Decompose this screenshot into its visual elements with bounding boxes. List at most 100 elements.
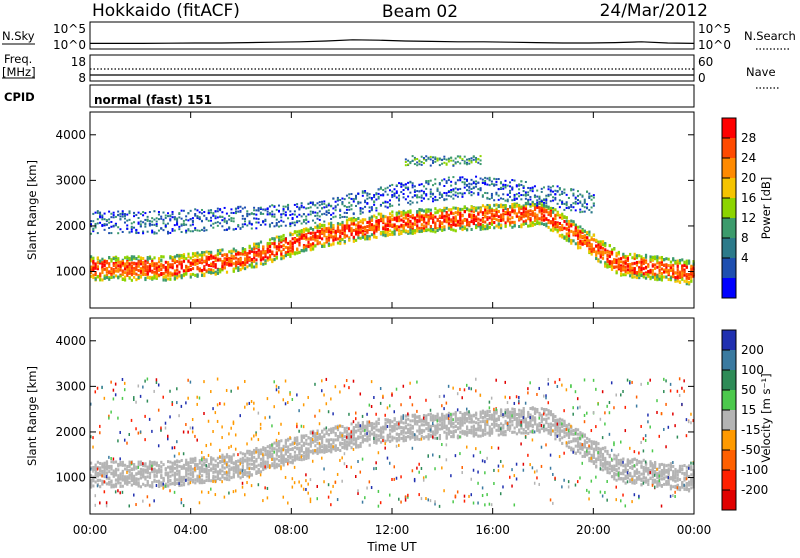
power-cell — [538, 209, 540, 212]
velocity-cell — [217, 465, 219, 468]
power-cell — [258, 218, 260, 220]
power-cell — [151, 262, 153, 265]
power-cell — [221, 263, 223, 266]
power-cell — [407, 213, 409, 216]
power-cell — [409, 220, 411, 223]
power-cell — [267, 248, 269, 251]
power-cell — [389, 229, 391, 232]
velocity-cell — [255, 471, 257, 474]
power-cell — [271, 215, 273, 217]
power-cell — [273, 242, 275, 245]
velocity-cell — [249, 476, 251, 479]
power-cell — [421, 194, 423, 196]
power-cell — [380, 205, 382, 207]
power-cell — [260, 207, 262, 209]
power-cell — [233, 255, 235, 258]
velocity-cell — [210, 467, 212, 470]
power-cell — [452, 165, 454, 167]
power-cell — [448, 217, 450, 220]
power-cell — [523, 223, 525, 226]
power-cell — [108, 278, 110, 281]
power-cell — [199, 230, 201, 232]
power-cell — [366, 221, 368, 224]
power-cell — [543, 210, 545, 213]
velocity-cell — [122, 479, 124, 482]
power-cell — [375, 207, 377, 209]
velocity-cell — [253, 435, 255, 438]
power-cell — [489, 222, 491, 225]
velocity-cell — [246, 467, 248, 470]
power-cell — [523, 190, 525, 192]
power-cell — [532, 224, 534, 227]
power-cell — [640, 268, 642, 271]
power-cell — [115, 263, 117, 266]
velocity-cell — [212, 457, 214, 460]
velocity-cell — [117, 480, 119, 483]
power-cell — [242, 218, 244, 220]
velocity-cell — [219, 455, 221, 458]
power-cell — [255, 258, 257, 261]
velocity-cell — [258, 468, 260, 471]
velocity-cell — [271, 458, 273, 461]
velocity-cell — [251, 438, 253, 441]
power-cell — [378, 228, 380, 231]
power-cell — [167, 274, 169, 277]
velocity-cell — [199, 475, 201, 478]
power-cell — [133, 227, 135, 229]
power-cell — [228, 228, 230, 230]
power-cell — [498, 210, 500, 213]
power-cell — [235, 212, 237, 214]
power-cell — [600, 251, 602, 254]
power-cell — [421, 215, 423, 218]
velocity-cell — [206, 479, 208, 482]
velocity-cell — [158, 384, 160, 387]
n-search-label: N.Search — [744, 29, 796, 43]
power-cell — [201, 229, 203, 231]
power-cell — [498, 219, 500, 222]
power-cell — [156, 275, 158, 278]
power-cell — [412, 160, 414, 162]
velocity-cell — [226, 456, 228, 459]
power-cell — [645, 256, 647, 259]
power-cell — [538, 203, 540, 205]
power-cell — [450, 157, 452, 159]
power-cell — [255, 221, 257, 223]
power-cell — [255, 218, 257, 220]
velocity-cell — [92, 470, 94, 473]
velocity-cell — [147, 480, 149, 483]
power-cell — [314, 215, 316, 217]
power-cell — [312, 248, 314, 251]
power-cell — [104, 264, 106, 267]
velocity-cell — [260, 458, 262, 461]
power-cell — [484, 209, 486, 212]
power-cell — [183, 224, 185, 226]
power-cell — [554, 193, 556, 195]
power-cell — [461, 208, 463, 211]
power-cell — [303, 206, 305, 208]
power-cell — [398, 204, 400, 206]
power-cell — [407, 210, 409, 213]
power-cell — [572, 193, 574, 195]
power-cell — [520, 225, 522, 228]
power-cell — [514, 209, 516, 212]
power-cell — [335, 201, 337, 203]
power-cell — [609, 251, 611, 254]
power-cell — [371, 219, 373, 222]
power-cell — [319, 223, 321, 226]
velocity-cell — [151, 465, 153, 468]
power-cell — [498, 195, 500, 197]
velocity-cell — [190, 381, 192, 384]
power-cell — [126, 261, 128, 264]
power-cell — [373, 194, 375, 196]
power-cell — [625, 270, 627, 273]
power-cell — [593, 234, 595, 237]
velocity-cell — [153, 390, 155, 393]
power-cell — [448, 158, 450, 160]
power-cell — [296, 206, 298, 208]
power-cell — [203, 230, 205, 232]
power-cell — [160, 263, 162, 266]
velocity-cell — [124, 382, 126, 385]
power-cell — [518, 225, 520, 228]
power-cell — [543, 202, 545, 204]
power-cell — [588, 193, 590, 195]
